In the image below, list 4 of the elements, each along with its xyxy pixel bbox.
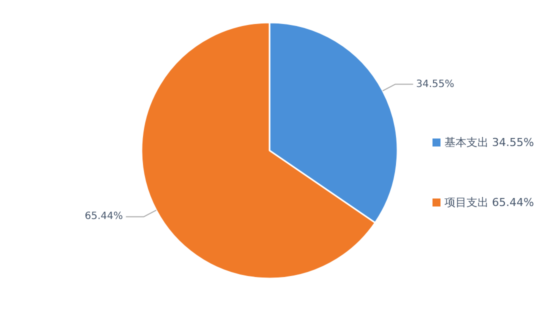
legend-label: 项目支出 65.44% <box>444 196 534 209</box>
legend-label: 基本支出 34.55% <box>444 136 534 149</box>
data-label: 65.44% <box>84 211 123 222</box>
data-label: 34.55% <box>416 78 454 90</box>
